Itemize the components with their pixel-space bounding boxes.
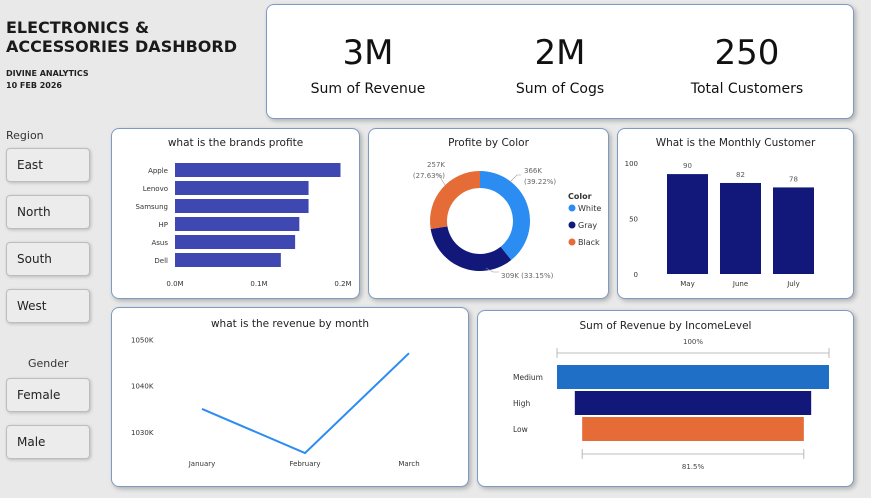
revenue-month-card: what is the revenue by month 1050K 1040K 1… <box>111 307 469 487</box>
title-line-1: ELECTRONICS & <box>6 18 150 37</box>
brand-label-dell: Dell <box>154 257 168 265</box>
monthly-value-label-may: 90 <box>683 162 692 170</box>
income-level-card: Sum of Revenue by IncomeLevel 100% Medium… <box>477 310 854 487</box>
donut-legend-item-white: White <box>578 204 601 213</box>
gender-male-button[interactable]: Male <box>6 425 90 459</box>
revenue-y-tick: 1030K <box>131 429 154 437</box>
region-slicer-label: Region <box>6 129 44 142</box>
donut-label-white-pct: (39.22%) <box>524 178 556 186</box>
revenue-line-chart: 1050K 1040K 1030K January February March <box>131 336 420 468</box>
monthly-chart-title: What is the Monthly Customer <box>655 137 816 149</box>
donut-legend-title: Color <box>568 192 592 201</box>
revenue-x-label-february: February <box>289 460 320 468</box>
brands-chart-title: what is the brands profite <box>167 137 304 149</box>
revenue-line <box>201 352 410 455</box>
monthly-x-label-june: June <box>732 280 748 288</box>
region-east-button[interactable]: East <box>6 148 90 182</box>
donut-label-gray: 309K (33.15%) <box>501 272 554 280</box>
company-name: DIVINE ANALYTICS <box>6 69 89 78</box>
funnel-bar-low <box>582 417 804 441</box>
brands-profit-card: what is the brands profite Apple Lenovo Sa… <box>111 128 360 299</box>
brand-bar-dell <box>175 253 281 267</box>
donut-leader-gray <box>485 267 499 273</box>
kpi-cogs-label: Sum of Cogs <box>515 81 605 97</box>
monthly-customer-card: What is the Monthly Customer 100 50 0 90 May… <box>617 128 854 299</box>
donut-legend-marker-gray <box>568 221 576 229</box>
region-south-button[interactable]: South <box>6 242 90 276</box>
region-north-button[interactable]: North <box>6 195 90 229</box>
revenue-x-label-march: March <box>398 460 419 468</box>
brand-bar-asus <box>175 235 296 249</box>
brand-label-samsung: Samsung <box>135 203 168 211</box>
funnel-bar-medium <box>557 365 829 389</box>
monthly-x-label-july: July <box>786 280 800 288</box>
monthly-y-tick: 100 <box>625 160 638 168</box>
brand-bar-lenovo <box>175 181 309 195</box>
funnel-label-low: Low <box>513 425 528 434</box>
gender-female-button[interactable]: Female <box>6 378 90 412</box>
revenue-y-tick: 1050K <box>131 336 154 344</box>
kpi-revenue-label: Sum of Revenue <box>310 81 426 97</box>
donut-slice-gray <box>430 226 512 271</box>
donut-label-black-value: 257K <box>427 161 445 169</box>
monthly-value-label-june: 82 <box>736 171 745 179</box>
donut-legend-marker-white <box>568 204 576 212</box>
funnel-label-high: High <box>513 399 530 408</box>
monthly-bar-june <box>720 182 761 274</box>
funnel-bottom-label: 81.5% <box>682 463 705 471</box>
monthly-bar-may <box>667 174 708 274</box>
region-west-button[interactable]: West <box>6 289 90 323</box>
monthly-x-label-may: May <box>680 280 694 288</box>
dashboard-title: ELECTRONICS & ACCESSORIES DASHBORD <box>6 18 256 56</box>
kpi-card: 3M Sum of Revenue 2M Sum of Cogs 250 Tot… <box>266 4 854 119</box>
donut-leader-white <box>509 174 521 183</box>
brand-x-tick: 0.2M <box>334 280 351 288</box>
brand-label-lenovo: Lenovo <box>143 185 168 193</box>
brand-bar-apple <box>175 163 341 177</box>
color-donut-chart: 366K (39.22%) 309K (33.15%) 257K (27.63%) Col… <box>413 161 601 280</box>
funnel-label-medium: Medium <box>513 373 543 382</box>
brand-label-hp: HP <box>159 221 169 229</box>
gender-slicer-label: Gender <box>28 357 69 370</box>
funnel-chart-title: Sum of Revenue by IncomeLevel <box>579 320 752 332</box>
brand-bar-samsung <box>175 199 309 213</box>
monthly-customer-chart: 100 50 0 90 May 82 June 78 July <box>625 160 814 288</box>
donut-legend-item-black: Black <box>578 238 600 247</box>
revenue-x-label-january: January <box>188 460 216 468</box>
color-chart-title: Profite by Color <box>448 137 529 149</box>
kpi-revenue-value: 3M <box>342 33 394 73</box>
color-profit-card: Profite by Color 366K (39.22%) 309K (33.15… <box>368 128 609 299</box>
donut-slice-white <box>480 171 530 261</box>
monthly-bar-july <box>773 187 814 274</box>
donut-label-black-pct: (27.63%) <box>413 172 445 180</box>
monthly-y-tick: 0 <box>634 271 638 279</box>
donut-legend-marker-black <box>568 238 576 246</box>
kpi-customers-value: 250 <box>714 33 780 73</box>
report-date: 10 FEB 2026 <box>6 81 62 90</box>
revenue-y-tick: 1040K <box>131 383 154 391</box>
title-line-2: ACCESSORIES DASHBORD <box>6 37 237 56</box>
brand-label-asus: Asus <box>151 239 168 247</box>
donut-legend-item-gray: Gray <box>578 221 597 230</box>
kpi-cogs-value: 2M <box>534 33 586 73</box>
income-funnel-chart: 100% Medium High Low 81.5% <box>513 338 830 471</box>
donut-label-white-value: 366K <box>524 167 542 175</box>
brand-x-tick: 0.1M <box>250 280 267 288</box>
revenue-chart-title: what is the revenue by month <box>210 318 370 330</box>
funnel-top-label: 100% <box>683 338 703 346</box>
brand-x-tick: 0.0M <box>166 280 183 288</box>
funnel-bar-high <box>574 391 812 415</box>
donut-leader-black <box>435 174 446 186</box>
brand-label-apple: Apple <box>148 167 168 175</box>
brands-chart: Apple Lenovo Samsung HP Asus Dell 0.0M 0.1M 0.2M <box>135 163 352 288</box>
brand-bar-hp <box>175 217 300 231</box>
monthly-y-tick: 50 <box>629 216 638 224</box>
kpi-customers-label: Total Customers <box>690 81 804 97</box>
monthly-value-label-july: 78 <box>789 175 798 183</box>
donut-slice-black <box>430 171 480 230</box>
